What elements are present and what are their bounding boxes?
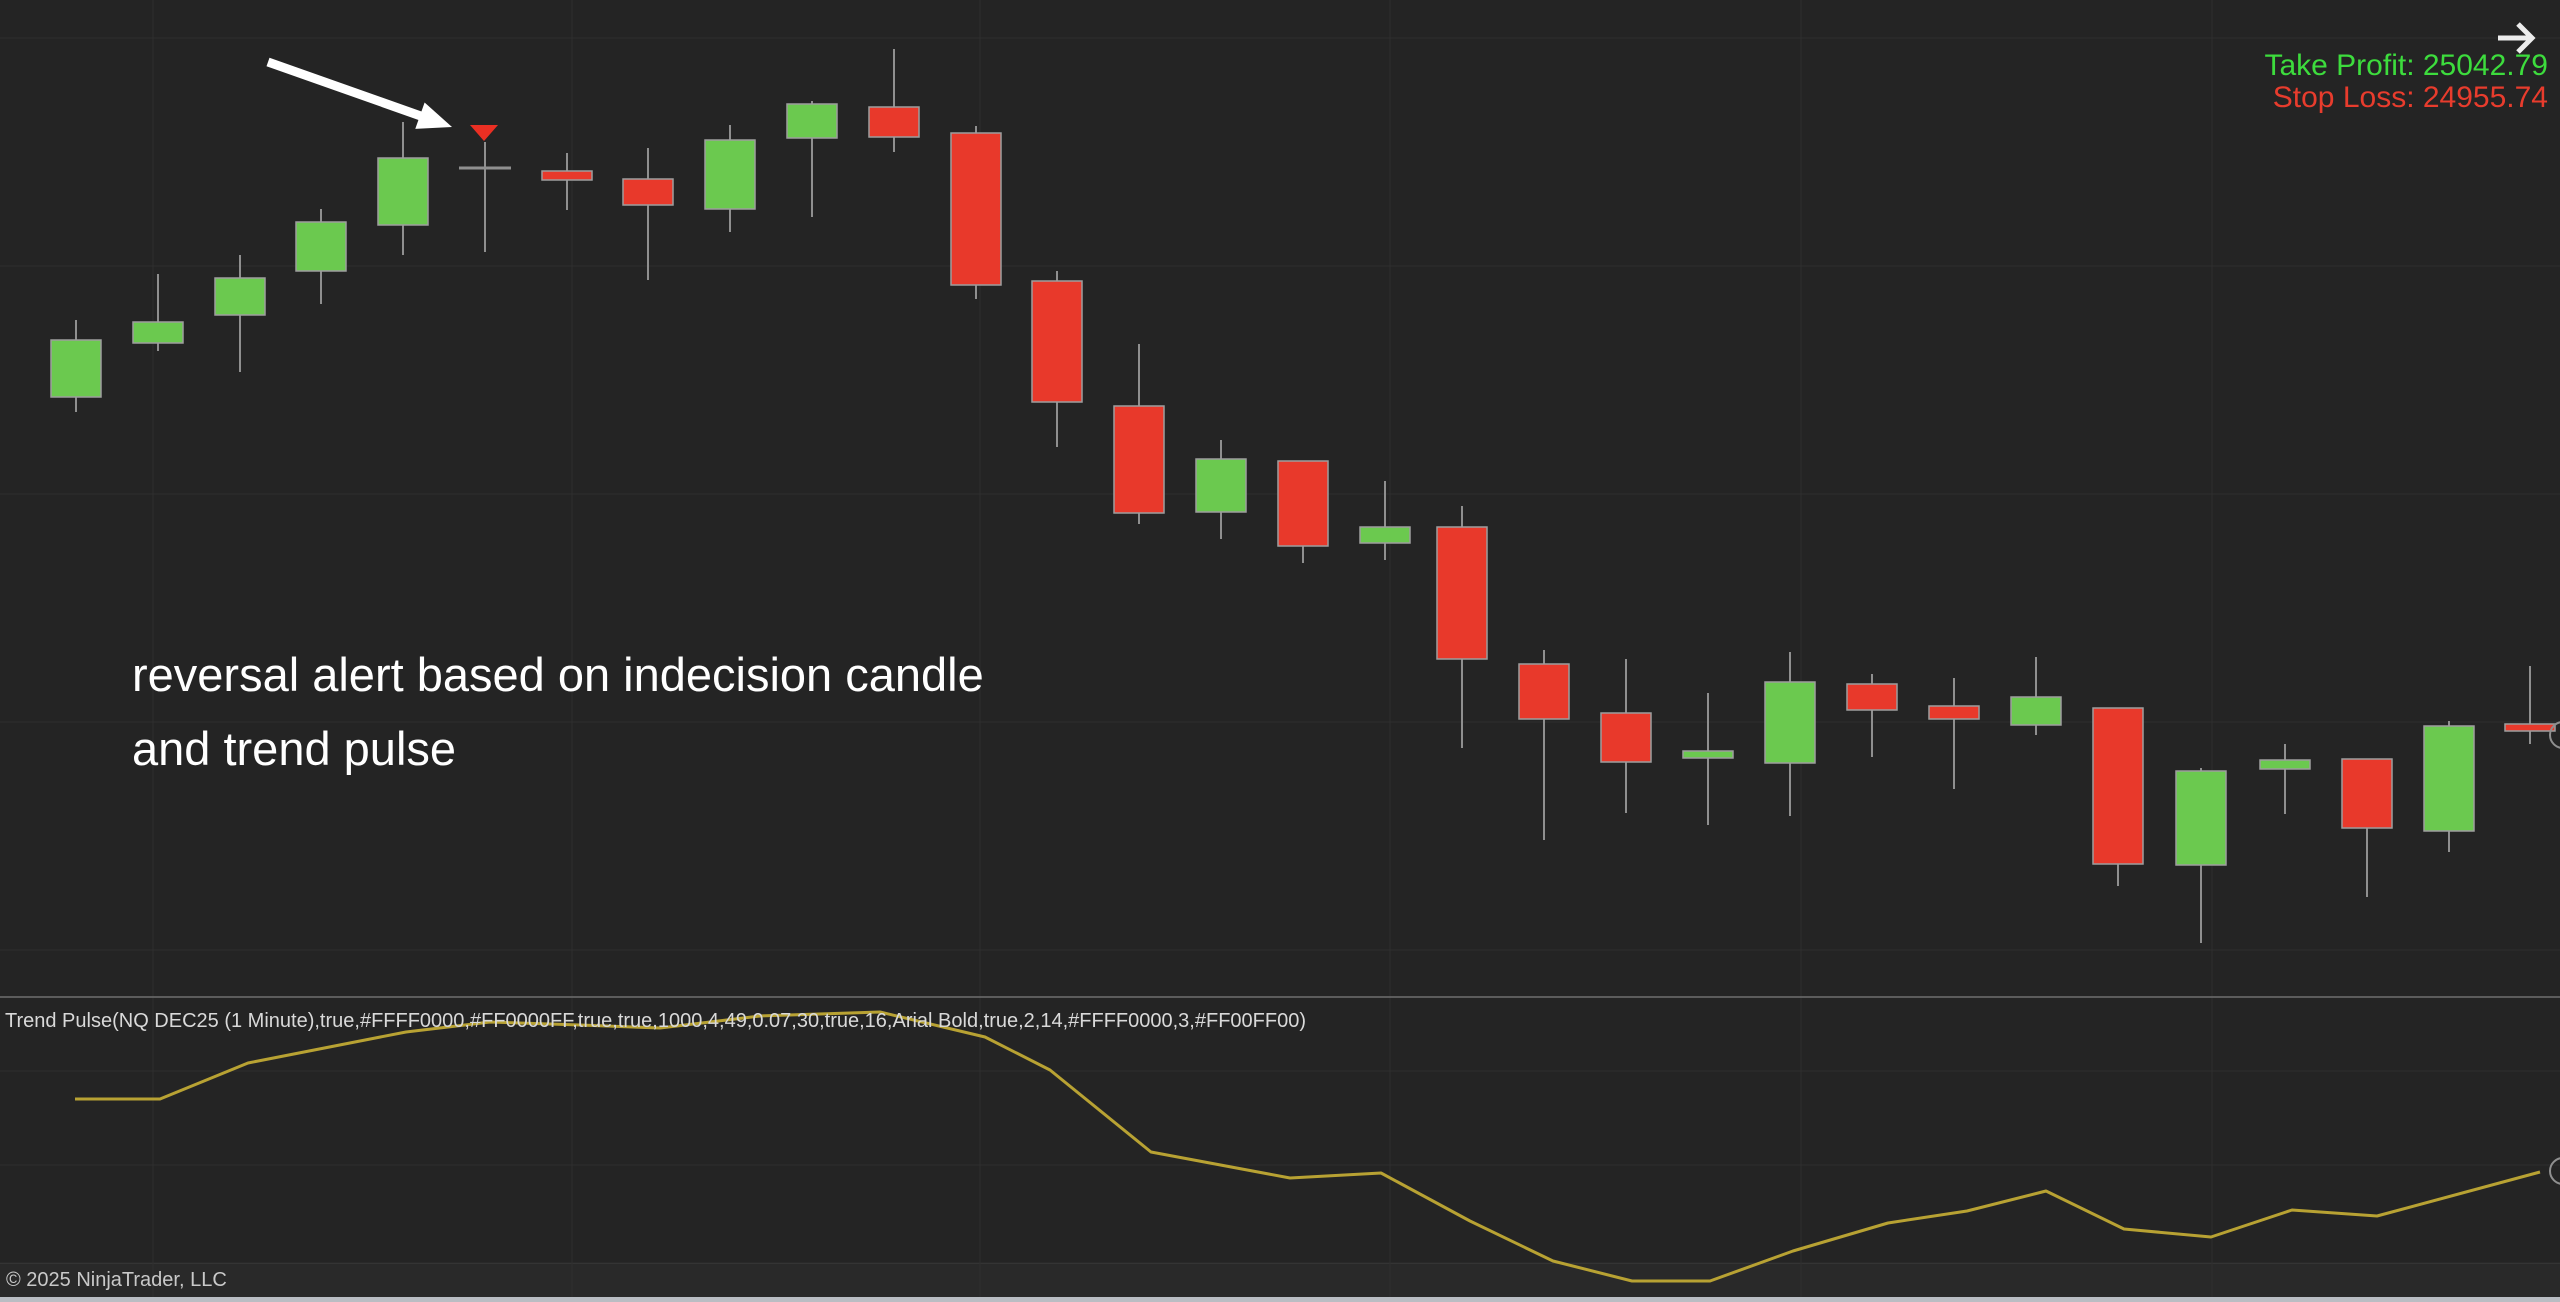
window-bottom-edge: [0, 1297, 2560, 1302]
trend-pulse-line: [75, 1010, 2541, 1283]
annotation-arrow: [266, 57, 452, 129]
take-profit-label: Take Profit: 25042.79: [2264, 49, 2548, 82]
reversal-annotation-line2: and trend pulse: [132, 722, 457, 775]
copyright-label: © 2025 NinjaTrader, LLC: [6, 1269, 227, 1291]
reversal-annotation-line1: reversal alert based on indecision candl…: [132, 648, 984, 701]
trend-pulse-indicator-label[interactable]: Trend Pulse(NQ DEC25 (1 Minute),true,#FF…: [5, 1010, 1306, 1032]
candlesticks: [50, 49, 2556, 943]
trade-levels: Take Profit: 25042.79 Stop Loss: 24955.7…: [2264, 50, 2548, 114]
stop-loss-label: Stop Loss: 24955.74: [2272, 81, 2548, 114]
edge-value-markers: [2549, 721, 2560, 1185]
next-arrow-icon[interactable]: [2494, 18, 2538, 58]
sell-signal-triangle-icon: [470, 125, 498, 141]
reversal-annotation-text: reversal alert based on indecision candl…: [132, 638, 984, 786]
